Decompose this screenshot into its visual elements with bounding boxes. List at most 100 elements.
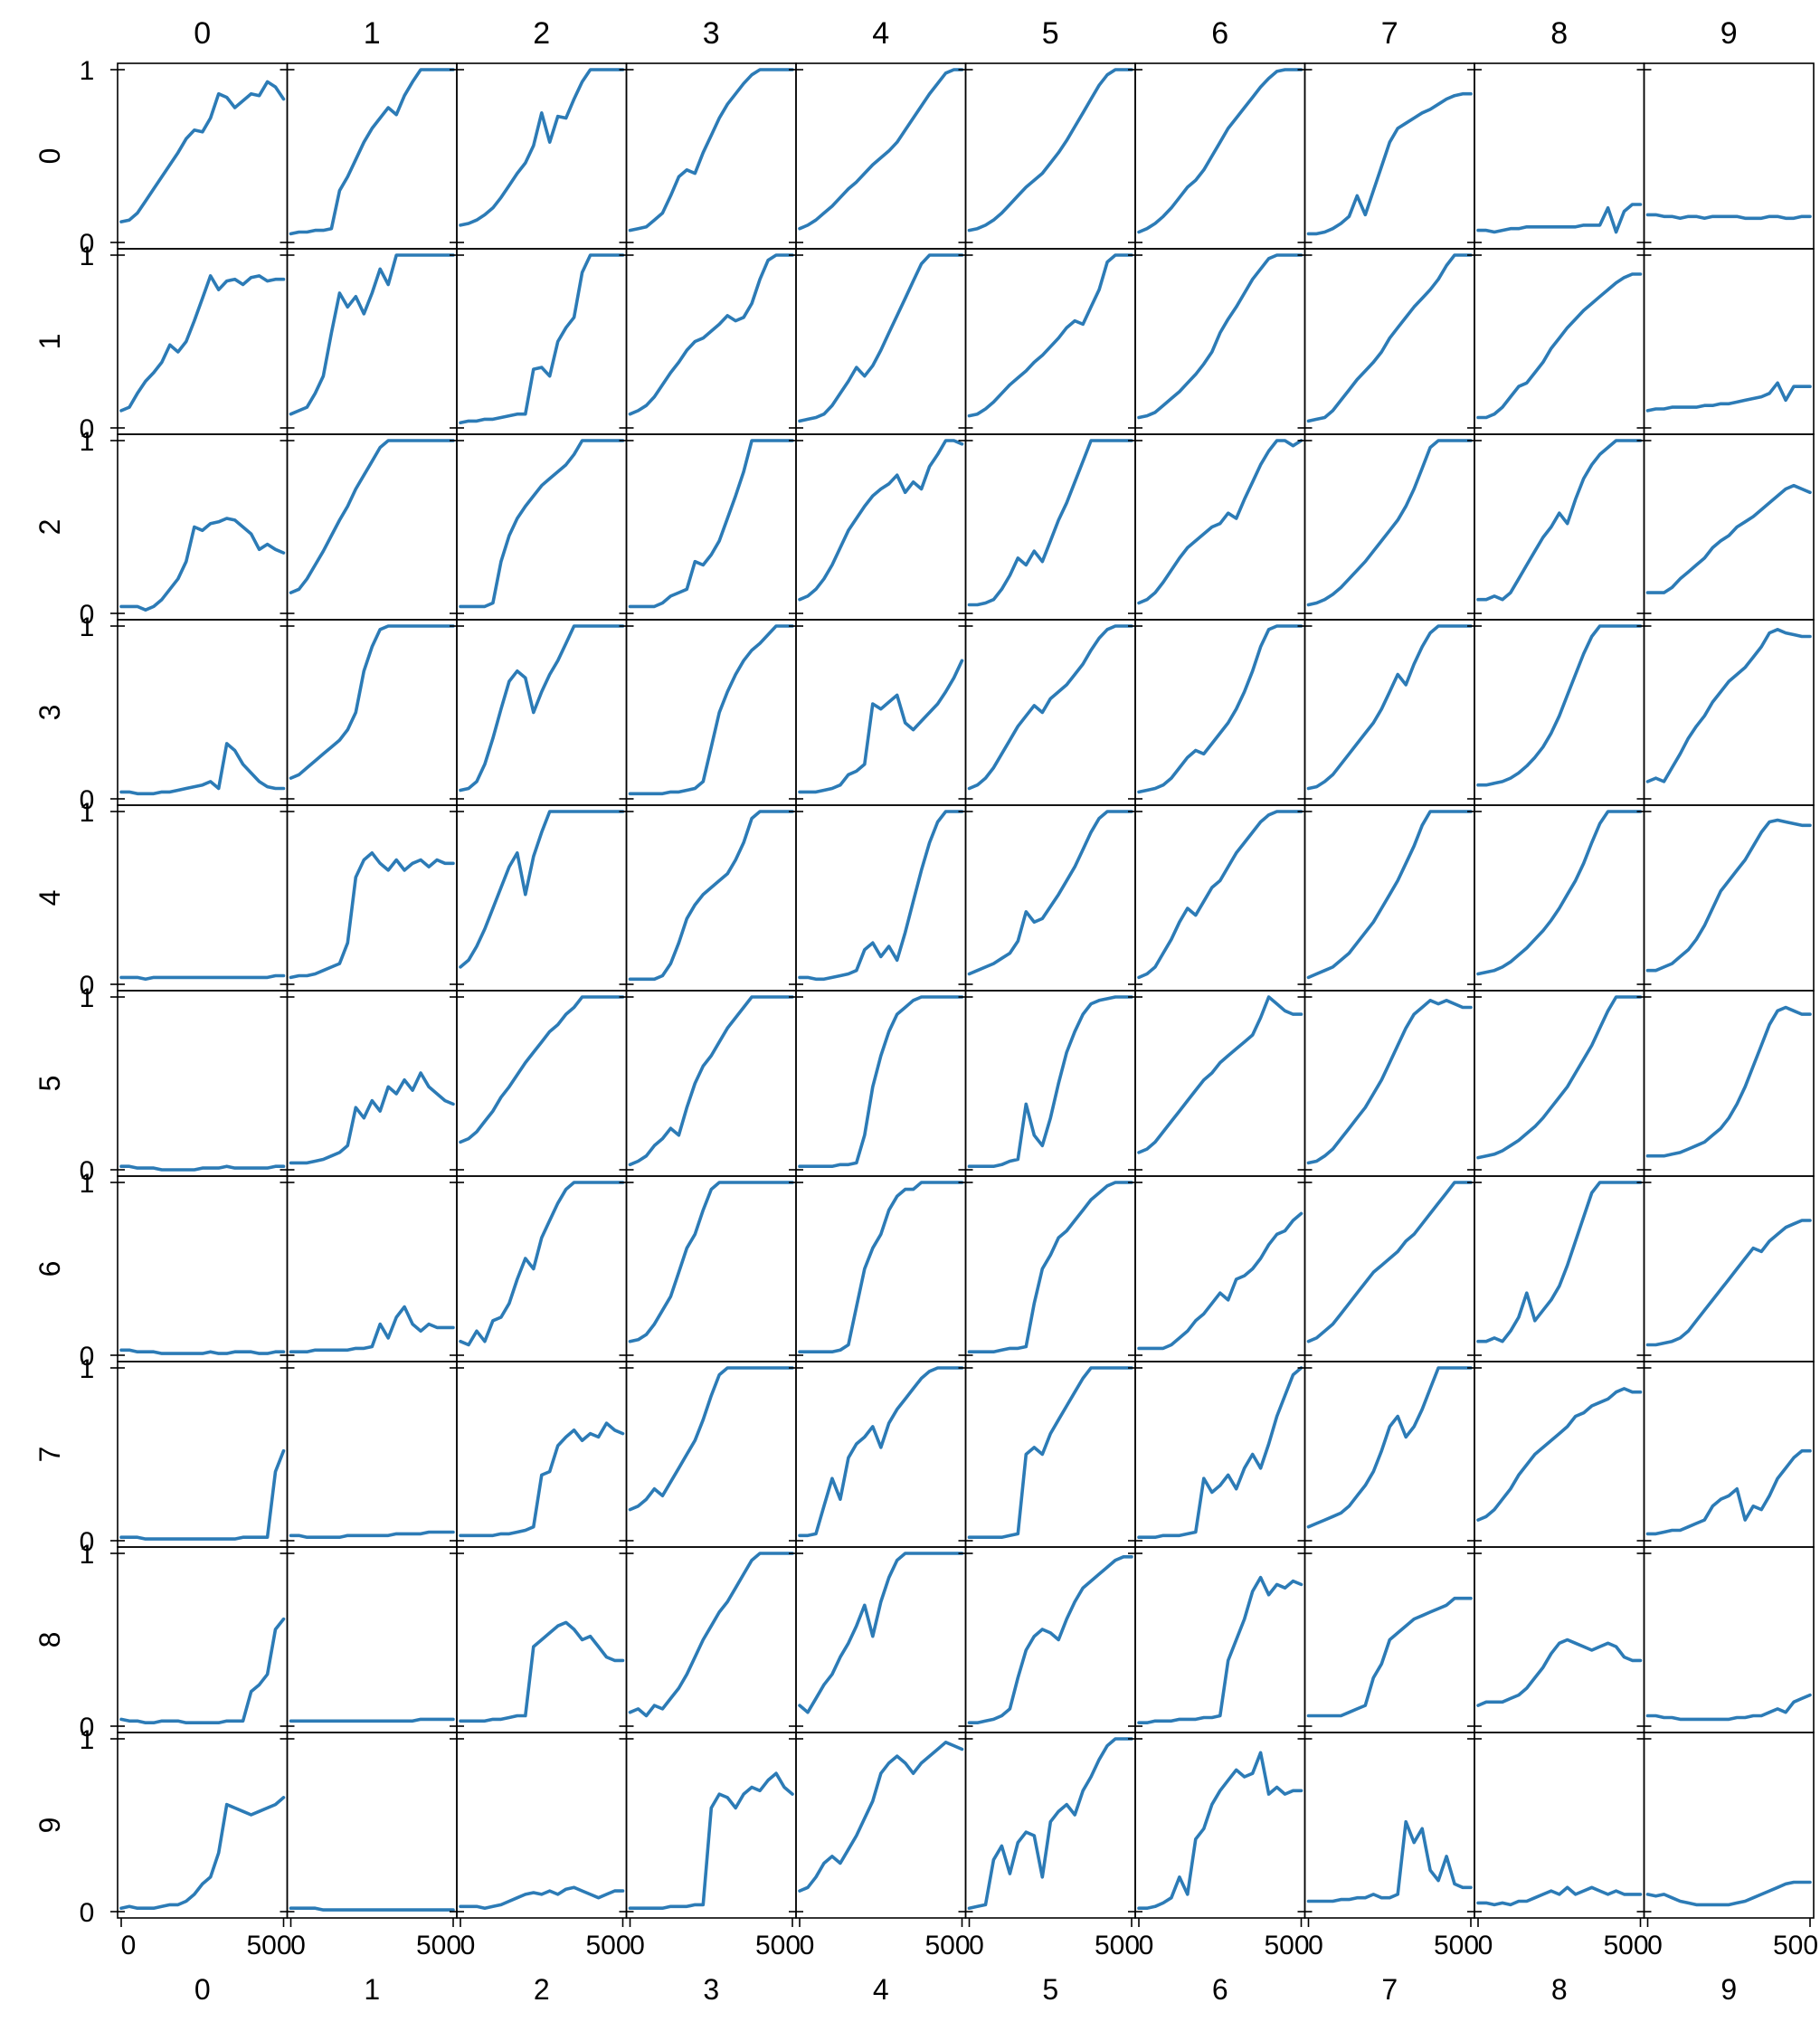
panel-frame-r6-c0 (117, 1175, 289, 1362)
panel-frame-r7-c3 (625, 1361, 797, 1548)
series-line-r0-c3 (628, 68, 794, 233)
row-label-9: 9 (33, 1818, 66, 1834)
panel-frame-r1-c4 (795, 248, 967, 435)
y-tick-label-0-row-3: 0 (80, 785, 95, 815)
column-label-8: 8 (1550, 16, 1568, 51)
x-tick-label-1-col-0: 500 (246, 1931, 291, 1960)
x-tick-label-1-col-7: 500 (1434, 1931, 1479, 1960)
y-tick-label-0-row-2: 0 (80, 600, 95, 630)
panel-frame-r6-c5 (964, 1175, 1136, 1362)
series-line-r4-c0 (119, 973, 286, 982)
panel-frame-r4-c6 (1134, 804, 1306, 992)
panel-frame-r2-c2 (456, 433, 628, 621)
x-axis-label-6: 6 (1212, 1973, 1228, 2006)
panel-frame-r5-c4 (795, 990, 967, 1177)
x-tick-label-1-col-2: 500 (585, 1931, 630, 1960)
series-line-r1-c7 (1306, 253, 1473, 423)
series-line-r1-c1 (289, 253, 455, 416)
row-label-8: 8 (33, 1632, 66, 1648)
series-line-r9-c3 (628, 1771, 794, 1910)
panel-frame-r6-c8 (1474, 1175, 1645, 1362)
series-line-r2-c6 (1137, 439, 1303, 605)
panel-frame-r7-c2 (456, 1361, 628, 1548)
series-line-r4-c6 (1137, 810, 1303, 980)
panel-frame-r9-c7 (1303, 1732, 1475, 1919)
series-line-r4-c7 (1306, 810, 1473, 980)
series-line-r3-c0 (119, 742, 286, 796)
panel-frame-r7-c6 (1134, 1361, 1306, 1548)
series-line-r7-c1 (289, 1530, 455, 1539)
x-tick-label-1-col-4: 500 (924, 1931, 970, 1960)
x-tick-label-1-col-8: 500 (1603, 1931, 1648, 1960)
series-line-r4-c5 (967, 810, 1133, 976)
row-label-1: 1 (33, 334, 66, 350)
panel-frame-r7-c0 (117, 1361, 289, 1548)
series-line-r7-c3 (628, 1366, 794, 1512)
x-tick-label-0-col-2: 0 (460, 1931, 476, 1960)
series-line-r4-c2 (459, 810, 625, 969)
series-line-r8-c5 (967, 1555, 1133, 1724)
series-line-r3-c9 (1645, 628, 1812, 783)
series-line-r7-c5 (967, 1366, 1133, 1539)
column-label-9: 9 (1720, 16, 1738, 51)
y-tick-label-1-row-3: 1 (80, 612, 95, 642)
panel-frame-r2-c4 (795, 433, 967, 621)
panel-frame-r2-c0 (117, 433, 289, 621)
row-label-2: 2 (33, 519, 66, 536)
series-line-r5-c1 (289, 1071, 455, 1165)
panel-frame-r3-c2 (456, 619, 628, 806)
panel-frame-r1-c1 (286, 248, 458, 435)
panel-frame-r4-c4 (795, 804, 967, 992)
panel-frame-r6-c1 (286, 1175, 458, 1362)
row-label-5: 5 (33, 1076, 66, 1092)
panel-frame-r3-c3 (625, 619, 797, 806)
series-line-r9-c2 (459, 1885, 625, 1910)
y-tick-label-0-row-1: 0 (80, 414, 95, 444)
panel-frame-r3-c0 (117, 619, 289, 806)
panel-frame-r9-c8 (1474, 1732, 1645, 1919)
row-label-7: 7 (33, 1447, 66, 1463)
panel-frame-r4-c3 (625, 804, 797, 992)
series-line-r6-c7 (1306, 1181, 1473, 1343)
panel-frame-r6-c7 (1303, 1175, 1475, 1362)
y-tick-label-1-row-1: 1 (80, 242, 95, 271)
series-line-r4-c1 (289, 851, 455, 980)
panel-frame-r8-c6 (1134, 1546, 1306, 1733)
y-tick-label-0-row-7: 0 (80, 1527, 95, 1557)
panel-frame-r9-c0 (117, 1732, 289, 1919)
y-tick-label-0-row-9: 0 (80, 1898, 95, 1928)
x-tick-label-0-col-1: 0 (290, 1931, 306, 1960)
panel-frame-r2-c7 (1303, 433, 1475, 621)
panel-frame-r5-c1 (286, 990, 458, 1177)
series-line-r2-c9 (1645, 483, 1812, 594)
panel-frame-r4-c7 (1303, 804, 1475, 992)
panel-frame-r8-c3 (625, 1546, 797, 1733)
series-line-r2-c5 (967, 439, 1133, 607)
series-line-r2-c2 (459, 439, 625, 609)
x-axis-label-3: 3 (703, 1973, 719, 2006)
panel-frame-r9-c9 (1643, 1732, 1815, 1919)
series-line-r7-c8 (1476, 1387, 1643, 1522)
panel-frame-r0-c7 (1303, 62, 1475, 250)
series-line-r4-c3 (628, 810, 794, 982)
panel-frame-r1-c3 (625, 248, 797, 435)
series-line-r5-c3 (628, 995, 794, 1167)
x-tick-label-0-col-0: 0 (121, 1931, 137, 1960)
x-tick-label-1-col-6: 500 (1264, 1931, 1309, 1960)
panel-frame-r5-c0 (117, 990, 289, 1177)
series-line-r6-c9 (1645, 1219, 1812, 1347)
series-line-r3-c1 (289, 624, 455, 780)
series-line-r8-c3 (628, 1552, 794, 1718)
panel-frame-r2-c3 (625, 433, 797, 621)
panel-frame-r2-c8 (1474, 433, 1645, 621)
series-line-r6-c3 (628, 1181, 794, 1343)
series-line-r0-c4 (798, 68, 964, 231)
series-line-r1-c6 (1137, 253, 1303, 420)
series-line-r8-c7 (1306, 1596, 1473, 1718)
series-line-r9-c5 (967, 1737, 1133, 1910)
panel-frame-r6-c9 (1643, 1175, 1815, 1362)
series-line-r3-c5 (967, 624, 1133, 791)
panel-frame-r9-c2 (456, 1732, 628, 1919)
panel-frame-r4-c8 (1474, 804, 1645, 992)
series-line-r5-c9 (1645, 1005, 1812, 1158)
